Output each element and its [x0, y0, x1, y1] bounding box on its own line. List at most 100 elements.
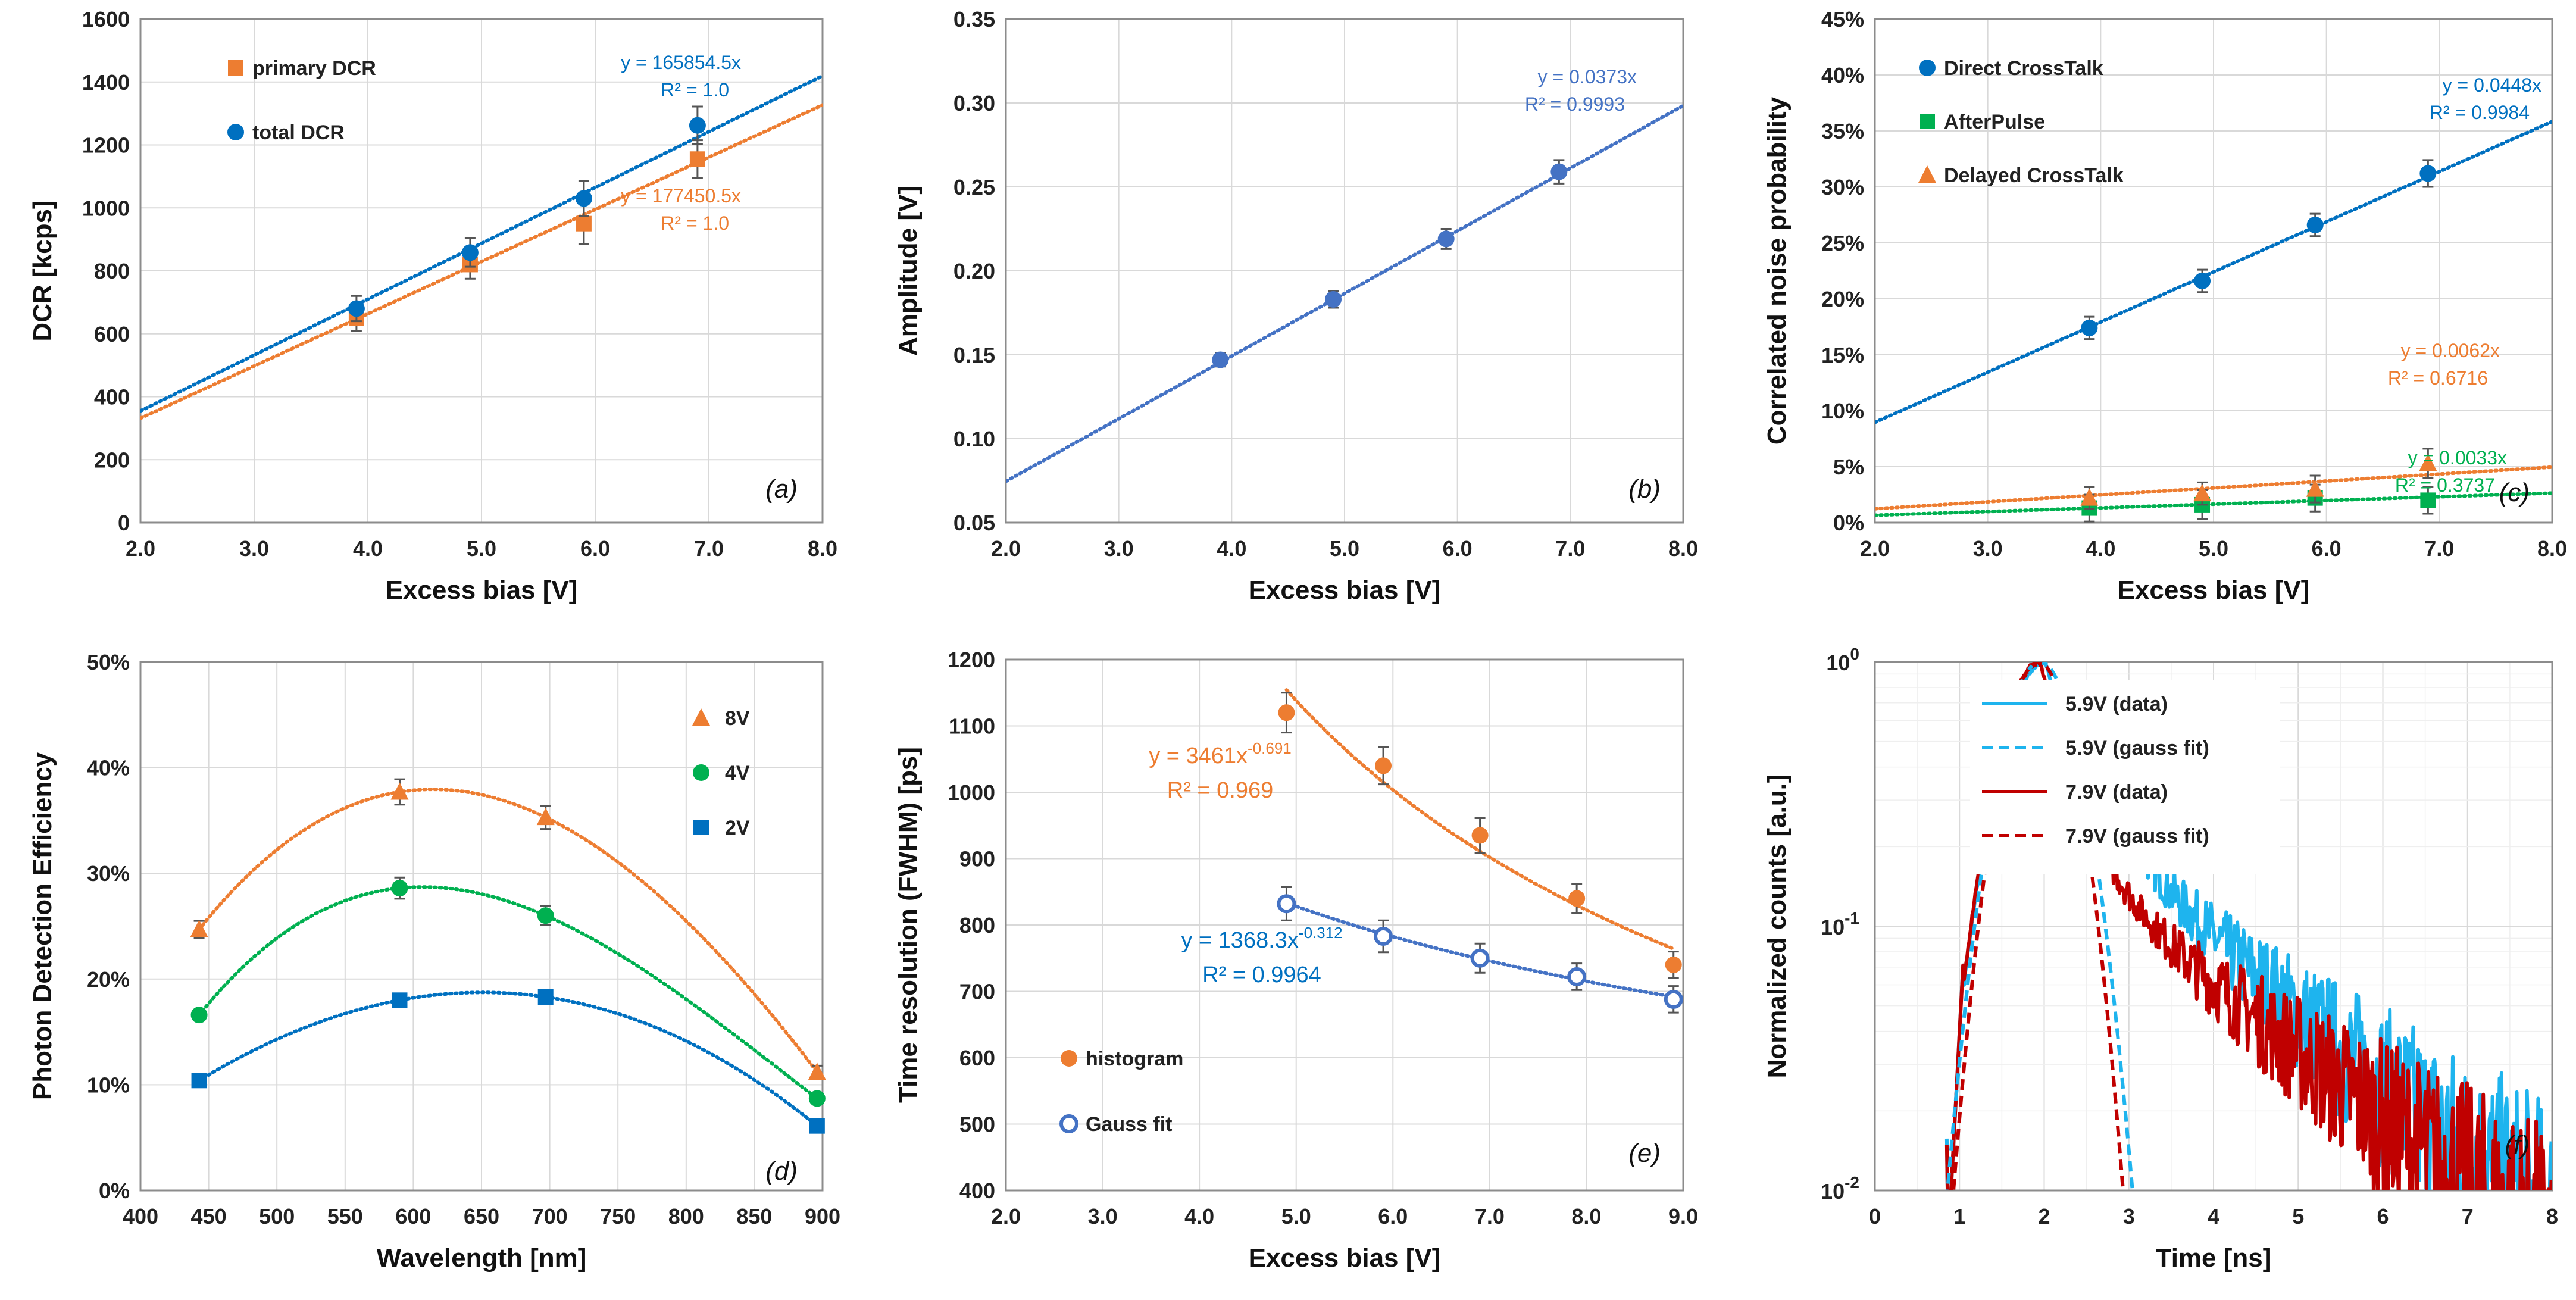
x-tick-label: 6	[2377, 1204, 2389, 1229]
series-gauss-fit	[1277, 886, 1683, 1014]
panel-f: 0 1 2 3 4 5 6 7 8 Time [ns] Normalized counts [a.u…	[1762, 645, 2558, 1273]
x-tick-label: 3.0	[1088, 1204, 1118, 1229]
x-tick-label: 5.0	[1330, 536, 1359, 561]
y-tick-label: 400	[94, 385, 130, 410]
series-2v	[191, 989, 825, 1134]
curve-5.9v-gauss-fit-	[1945, 662, 2134, 1190]
x-tick-label: 7.0	[2424, 536, 2454, 561]
x-tick-label: 0	[1869, 1204, 1881, 1229]
legend-marker	[1919, 60, 1936, 76]
data-point	[1567, 967, 1587, 986]
series-total-dcr	[348, 105, 706, 323]
fit-r2: R² = 1.0	[661, 79, 729, 101]
fit-equation-line: y = 0.0373x	[1538, 66, 1637, 88]
y-tick-label: 1000	[82, 196, 130, 220]
y-tick-label: 0.35	[954, 7, 995, 32]
legend: 5.9V (data) 5.9V (gauss fit) 7.9V (data) 7.…	[1970, 680, 2280, 874]
panel-c: 2.0 3.0 4.0 5.0 6.0 7.0 8.0 0% 5% 10% 15% 20% 25% 30%…	[1762, 7, 2567, 605]
x-tick-label: 6.0	[1443, 536, 1473, 561]
data-point	[1437, 230, 1455, 248]
x-tick-label: 8.0	[2537, 536, 2567, 561]
fit-lines	[197, 788, 819, 1128]
x-tick-label: 2.0	[1860, 536, 1890, 561]
legend-label: Gauss fit	[1086, 1113, 1172, 1136]
y-tick-label: 0.05	[954, 511, 995, 535]
x-tick-label: 450	[191, 1204, 227, 1229]
fit-lines	[1875, 120, 2552, 517]
y-tick-label: 0	[118, 511, 130, 535]
x-tick-label: 3	[2123, 1204, 2135, 1229]
legend-label: total DCR	[252, 121, 345, 144]
x-tick-label: 2.0	[126, 536, 155, 561]
x-tick-label: 6.0	[2312, 536, 2341, 561]
x-tick-label: 500	[259, 1204, 295, 1229]
series-4v	[190, 876, 826, 1107]
x-tick-label: 7.0	[1555, 536, 1585, 561]
y-tick-label: 30%	[87, 861, 130, 886]
data-point	[1375, 757, 1392, 774]
y-tick-label: 0.15	[954, 343, 995, 367]
x-tick-label: 7.0	[694, 536, 724, 561]
y-tick-label: 20%	[1821, 287, 1864, 311]
x-axis-label: Excess bias [V]	[1249, 1243, 1441, 1273]
data-point	[576, 215, 592, 232]
x-tick-label: 3.0	[239, 536, 269, 561]
y-tick-label: 0%	[99, 1179, 130, 1203]
data-point	[191, 1073, 207, 1089]
legend-label: histogram	[1086, 1048, 1183, 1070]
legend-label: 7.9V (gauss fit)	[2065, 825, 2209, 848]
y-axis-label: Correlated noise probability	[1762, 96, 1792, 445]
x-tick-label: 2	[2038, 1204, 2050, 1229]
x-tick-label: 2.0	[991, 1204, 1021, 1229]
x-tick-label: 900	[805, 1204, 840, 1229]
fit-equation-line: y = 177450.5x	[621, 185, 741, 207]
data-point	[808, 1062, 826, 1080]
legend-marker	[227, 124, 244, 140]
y-axis-label: Amplitude [V]	[893, 186, 923, 356]
fit-r2: R² = 0.9964	[1202, 962, 1321, 988]
x-tick-label: 5.0	[1281, 1204, 1311, 1229]
y-tick-label: 20%	[87, 967, 130, 992]
legend: 8V 4V 2V	[692, 707, 750, 839]
y-tick-label: 100	[1826, 645, 1859, 675]
data-point	[190, 1007, 208, 1024]
legend-label: 7.9V (data)	[2065, 781, 2168, 804]
x-tick-label: 700	[532, 1204, 568, 1229]
x-axis-label: Excess bias [V]	[2118, 576, 2310, 605]
legend-marker	[1061, 1050, 1077, 1067]
x-tick-label: 6.0	[580, 536, 610, 561]
data-point	[392, 992, 408, 1008]
trendline-2v	[197, 990, 819, 1128]
legend-label: primary DCR	[252, 57, 376, 80]
y-tick-label: 10-1	[1821, 909, 1859, 939]
x-tick-label: 750	[600, 1204, 636, 1229]
series-delayed-crosstalk	[2080, 448, 2437, 510]
y-tick-label: 0.30	[954, 91, 995, 115]
legend-label: 2V	[725, 817, 750, 839]
data-point	[1471, 827, 1489, 844]
data-point	[2306, 479, 2324, 497]
data-point	[575, 190, 592, 207]
fit-equation: y = 0.0373x R² = 0.9993	[1525, 66, 1637, 115]
y-axis-label: Time resolution (FWHM) [ps]	[893, 747, 923, 1103]
data-point	[809, 1118, 825, 1134]
legend-label: 8V	[725, 707, 750, 730]
y-tick-label: 1200	[82, 133, 130, 158]
y-tick-label: 10%	[1821, 399, 1864, 423]
trendline-amplitude	[1006, 104, 1683, 483]
x-axis-label: Excess bias [V]	[1249, 576, 1441, 605]
plot-frame	[1005, 658, 1684, 1192]
fit-equation-line: y = 0.0448x	[2443, 74, 2541, 96]
legend: histogram Gauss fit	[1059, 1048, 1183, 1136]
y-tick-label: 900	[959, 847, 995, 871]
y-tick-label: 15%	[1821, 343, 1864, 367]
fit-r2: R² = 0.9993	[1525, 93, 1625, 115]
legend-marker	[1059, 1114, 1078, 1133]
y-tick-label: 0%	[1833, 511, 1864, 535]
fit-equation: y = 0.0448x R² = 0.9984	[2430, 74, 2541, 123]
y-tick-label: 45%	[1821, 7, 1864, 32]
plot-frame	[1874, 18, 2553, 524]
data-point	[1374, 926, 1393, 946]
data-point	[461, 244, 479, 261]
y-tick-label: 0.25	[954, 175, 995, 199]
